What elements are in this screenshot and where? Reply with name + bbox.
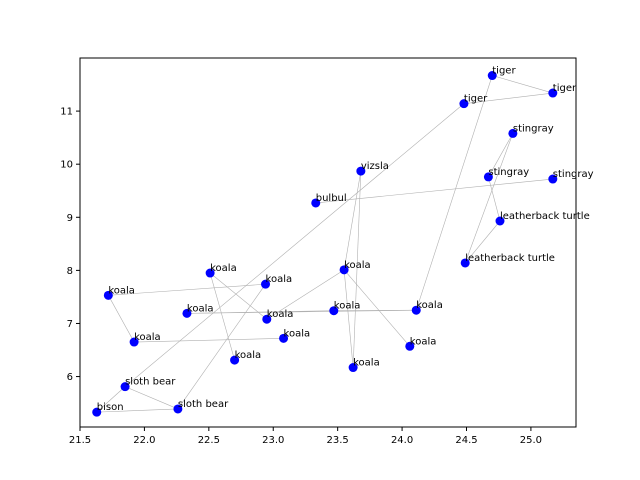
x-tick-label: 22.5 xyxy=(198,435,220,446)
y-axis: 6 7 8 9 10 11 xyxy=(60,107,80,383)
data-point xyxy=(548,174,558,184)
edge-line xyxy=(186,310,334,314)
point-label: koala xyxy=(134,332,161,343)
point-label: koala xyxy=(284,328,311,339)
edge-line xyxy=(124,103,465,387)
data-point xyxy=(182,308,192,318)
data-point xyxy=(411,305,421,315)
x-tick-label: 25.0 xyxy=(520,435,542,446)
edge-line xyxy=(464,220,501,264)
point-label: bison xyxy=(97,402,124,413)
plot-area-frame xyxy=(79,57,577,428)
x-tick-label: 21.5 xyxy=(69,435,91,446)
point-label: koala xyxy=(353,358,380,369)
edge-line xyxy=(124,386,179,410)
point-label: stingray xyxy=(488,167,529,178)
points-layer xyxy=(92,71,558,417)
edge-line xyxy=(488,133,514,178)
edge-line xyxy=(343,269,354,368)
y-tick-label: 9 xyxy=(67,213,73,224)
point-label: leatherback turtle xyxy=(465,253,555,264)
data-point xyxy=(173,404,183,414)
edge-line xyxy=(415,75,493,311)
x-tick-label: 24.0 xyxy=(391,435,413,446)
data-point xyxy=(508,128,518,138)
point-label: sloth bear xyxy=(125,377,176,388)
data-point xyxy=(230,355,240,365)
point-label: koala xyxy=(416,300,443,311)
x-tick-label: 23.5 xyxy=(327,435,349,446)
point-label: koala xyxy=(267,309,294,320)
y-tick-label: 8 xyxy=(67,266,73,277)
edge-line xyxy=(108,283,266,296)
edge-line xyxy=(333,309,417,312)
y-tick-label: 11 xyxy=(60,107,73,118)
edge-line xyxy=(464,133,514,264)
point-label: sloth bear xyxy=(178,399,229,410)
edge-line xyxy=(108,295,135,343)
data-point xyxy=(460,258,470,268)
data-point xyxy=(487,71,497,81)
point-label: bulbul xyxy=(316,193,347,204)
edge-line xyxy=(352,171,362,368)
data-point xyxy=(348,363,358,373)
edge-line xyxy=(463,92,553,104)
x-tick-label: 23.0 xyxy=(262,435,284,446)
point-label: koala xyxy=(210,263,237,274)
point-label: stingray xyxy=(513,123,554,134)
y-tick-label: 10 xyxy=(60,160,73,171)
data-point xyxy=(329,306,339,316)
edge-line xyxy=(315,178,553,204)
edge-line xyxy=(343,269,411,347)
data-point xyxy=(339,265,349,275)
point-label: koala xyxy=(334,301,361,312)
data-point xyxy=(279,333,289,343)
point-label: vizsla xyxy=(361,161,389,172)
data-point xyxy=(129,337,139,347)
data-point xyxy=(459,99,469,109)
edge-line xyxy=(492,75,553,94)
data-point xyxy=(311,198,321,208)
point-label: koala xyxy=(108,285,135,296)
data-point xyxy=(405,341,415,351)
point-label: koala xyxy=(235,350,262,361)
point-labels-layer: tiger tiger tiger stingray stingray stingray v… xyxy=(97,66,594,414)
edge-line xyxy=(96,386,126,413)
y-tick-label: 7 xyxy=(67,319,73,330)
point-label: koala xyxy=(410,336,437,347)
edges-layer xyxy=(96,75,553,413)
edge-line xyxy=(343,171,362,270)
edge-line xyxy=(266,269,345,320)
data-point xyxy=(120,382,130,392)
edge-line xyxy=(96,408,178,413)
data-point xyxy=(356,166,366,176)
data-point xyxy=(92,407,102,417)
data-point xyxy=(548,88,558,98)
point-label: koala xyxy=(344,260,371,271)
x-tick-label: 24.5 xyxy=(455,435,477,446)
point-label: koala xyxy=(266,274,293,285)
point-label: stingray xyxy=(553,169,594,180)
point-label: tiger xyxy=(492,66,516,77)
edge-line xyxy=(488,176,501,222)
data-point xyxy=(495,216,505,226)
data-point xyxy=(205,268,215,278)
point-label: leatherback turtle xyxy=(500,211,590,222)
point-label: tiger xyxy=(464,94,488,105)
data-point xyxy=(483,172,493,182)
data-point xyxy=(261,279,271,289)
point-label: koala xyxy=(187,303,214,314)
y-tick-label: 6 xyxy=(67,372,73,383)
data-point xyxy=(103,290,113,300)
x-tick-label: 22.0 xyxy=(133,435,155,446)
edge-line xyxy=(134,338,284,343)
data-point xyxy=(262,314,272,324)
edge-line xyxy=(209,272,267,320)
point-label: tiger xyxy=(553,83,577,94)
x-axis: 21.5 22.0 22.5 23.0 23.5 24.0 24.5 25.0 xyxy=(69,427,542,446)
edge-line xyxy=(177,284,266,410)
